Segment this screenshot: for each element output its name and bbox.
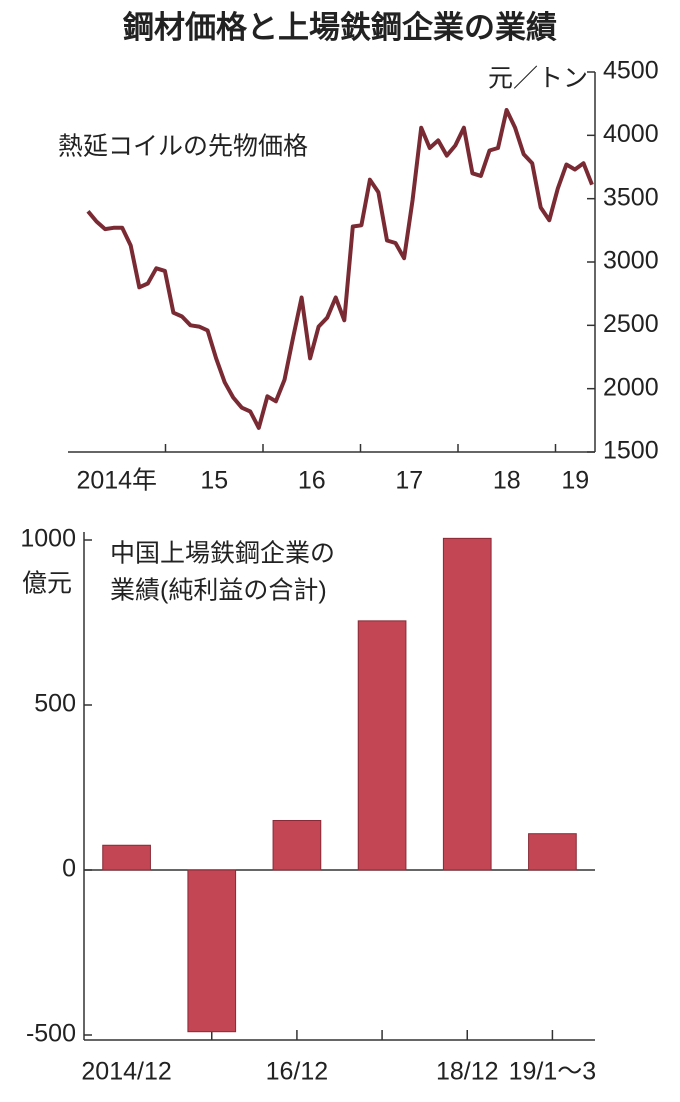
y-tick-label: 1000: [20, 525, 76, 553]
annotation: 熱延コイルの先物価格: [58, 133, 308, 161]
y-tick-label: 2000: [603, 373, 659, 401]
bar: [102, 844, 151, 871]
y-tick-label: 3000: [603, 247, 659, 275]
annotation: 中国上場鉄鋼企業の: [110, 540, 335, 568]
x-tick-label: 16/12: [266, 1058, 329, 1086]
x-tick-label: 2014年: [76, 467, 157, 495]
y-tick-label: 500: [34, 690, 76, 718]
bar: [272, 820, 322, 871]
bar: [187, 869, 237, 1033]
x-tick-label: 16: [298, 467, 326, 495]
annotation: 業績(純利益の合計): [110, 577, 327, 605]
x-tick-label: 15: [200, 467, 228, 495]
unit-label: 億元: [22, 570, 72, 598]
x-tick-label: 17: [395, 467, 423, 495]
chart-title: 鋼材価格と上場鉄鋼企業の業績: [123, 10, 557, 45]
x-tick-label: 2014/12: [81, 1058, 171, 1086]
y-tick-label: 4500: [603, 57, 659, 85]
bar: [442, 537, 492, 871]
bar: [528, 833, 577, 871]
x-tick-label: 18/12: [436, 1058, 499, 1086]
y-tick-label: -500: [26, 1020, 76, 1048]
y-tick-label: 0: [62, 855, 76, 883]
unit-label: 元／トン: [488, 65, 588, 93]
x-tick-label: 19/1～3: [509, 1058, 597, 1086]
x-tick-label: 19: [561, 467, 589, 495]
y-tick-label: 4000: [603, 120, 659, 148]
y-tick-label: 2500: [603, 310, 659, 338]
y-tick-label: 3500: [603, 183, 659, 211]
x-tick-label: 18: [493, 467, 521, 495]
price-line: [86, 108, 594, 430]
y-tick-label: 1500: [603, 437, 659, 465]
bar: [357, 620, 407, 871]
